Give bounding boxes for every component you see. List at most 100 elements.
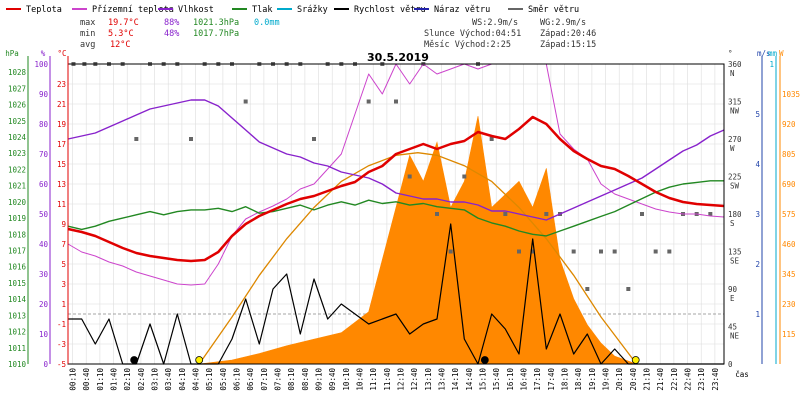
stats-max-press: 1021.3hPa: [193, 18, 239, 28]
x-tick-label: 00:40: [82, 368, 91, 391]
temp-tick-label: 13: [57, 180, 66, 189]
x-tick-label: 01:10: [96, 368, 105, 391]
x-tick-label: 01:40: [110, 368, 119, 391]
w-tick-label: 230: [782, 300, 796, 309]
dir-tick-label: 0: [728, 360, 733, 369]
series-line-vlhkost: [67, 99, 725, 221]
temp-tick-label: 11: [57, 200, 66, 209]
hpa-tick-label: 1028: [8, 68, 27, 77]
stats-wg: WG:2.9m/s: [540, 18, 586, 28]
x-tick-label: 18:40: [574, 368, 583, 391]
wind-direction-point: [312, 137, 316, 141]
temp-tick-label: 3: [61, 280, 66, 289]
hpa-tick-label: 1018: [8, 230, 27, 239]
x-tick-label: 14:40: [465, 368, 474, 391]
ms-axis-label: m/s: [757, 49, 771, 58]
x-tick-label: 04:40: [192, 368, 201, 391]
wind-direction-point: [653, 249, 658, 254]
temp-tick-label: 7: [61, 240, 66, 249]
wind-direction-point: [189, 137, 193, 141]
sunrise-marker: [195, 356, 204, 364]
hpa-tick-label: 1025: [8, 117, 26, 126]
x-tick-label: 08:10: [287, 368, 296, 391]
stats-max-temp: 19.7°C: [108, 18, 139, 28]
w-tick-label: 115: [782, 330, 796, 339]
x-tick-label: 21:40: [656, 368, 665, 391]
wind-direction-point: [489, 137, 494, 141]
wind-direction-point: [407, 174, 412, 179]
sun-curve: [198, 152, 638, 365]
temp-tick-label: -3: [57, 340, 66, 349]
w-tick-label: 1035: [782, 90, 800, 99]
hpa-tick-label: 1024: [8, 133, 27, 142]
x-tick-label: 18:10: [561, 368, 570, 391]
dir-tick-label: 45: [728, 323, 737, 332]
ms-tick-label: 1: [755, 310, 760, 319]
x-tick-label: 12:40: [410, 368, 419, 391]
dir-tick-compass: SE: [730, 257, 740, 266]
stats-avg-temp: 12°C: [110, 40, 130, 50]
ms-tick-label: 5: [755, 110, 760, 119]
x-tick-label: 23:40: [711, 368, 720, 391]
sunset-marker: [631, 356, 640, 364]
wind-direction-point: [366, 99, 371, 104]
wind-direction-point: [667, 249, 672, 254]
mm-tick-label: 1: [769, 60, 774, 69]
hpa-tick-label: 1015: [8, 279, 26, 288]
dir-tick-compass: E: [730, 294, 735, 303]
dir-axis-label: °: [728, 49, 733, 58]
x-tick-label: 02:10: [123, 368, 132, 391]
x-tick-label: 17:10: [533, 368, 542, 391]
pct-tick-label: 60: [39, 180, 49, 189]
wind-direction-point: [612, 249, 617, 254]
wind-direction-point: [585, 287, 590, 291]
w-axis-label: W: [779, 49, 784, 58]
moonset-marker: [480, 356, 489, 364]
wind-direction-point: [503, 212, 508, 216]
dir-tick-label: 225: [728, 173, 742, 182]
pct-tick-label: 30: [39, 270, 49, 279]
x-tick-label: 16:40: [520, 368, 529, 391]
x-tick-label: 09:40: [328, 368, 337, 391]
moonrise-marker: [130, 356, 139, 364]
wind-direction-point: [530, 249, 535, 254]
stats-max-rain: 0.0mm: [254, 18, 280, 28]
x-tick-label: 07:10: [260, 368, 269, 391]
wind-direction-point: [435, 212, 439, 216]
hpa-tick-label: 1013: [8, 311, 26, 320]
pct-tick-label: 50: [39, 210, 49, 219]
x-tick-label: 10:40: [356, 368, 365, 391]
x-tick-label: 19:40: [602, 368, 611, 391]
temp-tick-label: 5: [61, 260, 66, 269]
chart-title: 30.5.2019: [367, 51, 429, 64]
hpa-tick-label: 1022: [8, 165, 26, 174]
pct-tick-label: 40: [39, 240, 49, 249]
hpa-tick-label: 1027: [8, 84, 26, 93]
dir-tick-compass: S: [730, 219, 735, 228]
x-tick-label: 22:40: [684, 368, 693, 391]
wind-direction-point: [640, 212, 644, 216]
stats-sun-set: Západ:20:46: [540, 29, 596, 39]
dir-tick-label: 180: [728, 210, 742, 219]
temp-tick-label: 17: [57, 140, 66, 149]
series-line-tlak: [67, 180, 724, 237]
x-tick-label: 15:10: [479, 368, 488, 391]
hpa-tick-label: 1017: [8, 246, 26, 255]
legend-label: Rychlost větru: [354, 5, 426, 15]
temp-tick-label: 1: [61, 300, 66, 309]
w-tick-label: 690: [782, 180, 796, 189]
wind-direction-point: [243, 99, 248, 104]
x-tick-label: 02:40: [137, 368, 146, 391]
temp-tick-label: 23: [57, 80, 66, 89]
wind-direction-point: [626, 287, 631, 291]
x-tick-label: 06:40: [246, 368, 255, 391]
x-axis-label: čas: [735, 370, 749, 379]
stats-sun: Slunce Východ:04:51: [424, 29, 521, 39]
stats-max-hum: 88%: [164, 18, 179, 28]
hpa-tick-label: 1012: [8, 328, 26, 337]
wind-direction-point: [462, 174, 467, 179]
wind-direction-point: [571, 249, 576, 254]
dir-tick-compass: NE: [730, 332, 740, 341]
x-tick-label: 05:10: [205, 368, 214, 391]
dir-tick-label: 360: [728, 60, 742, 69]
